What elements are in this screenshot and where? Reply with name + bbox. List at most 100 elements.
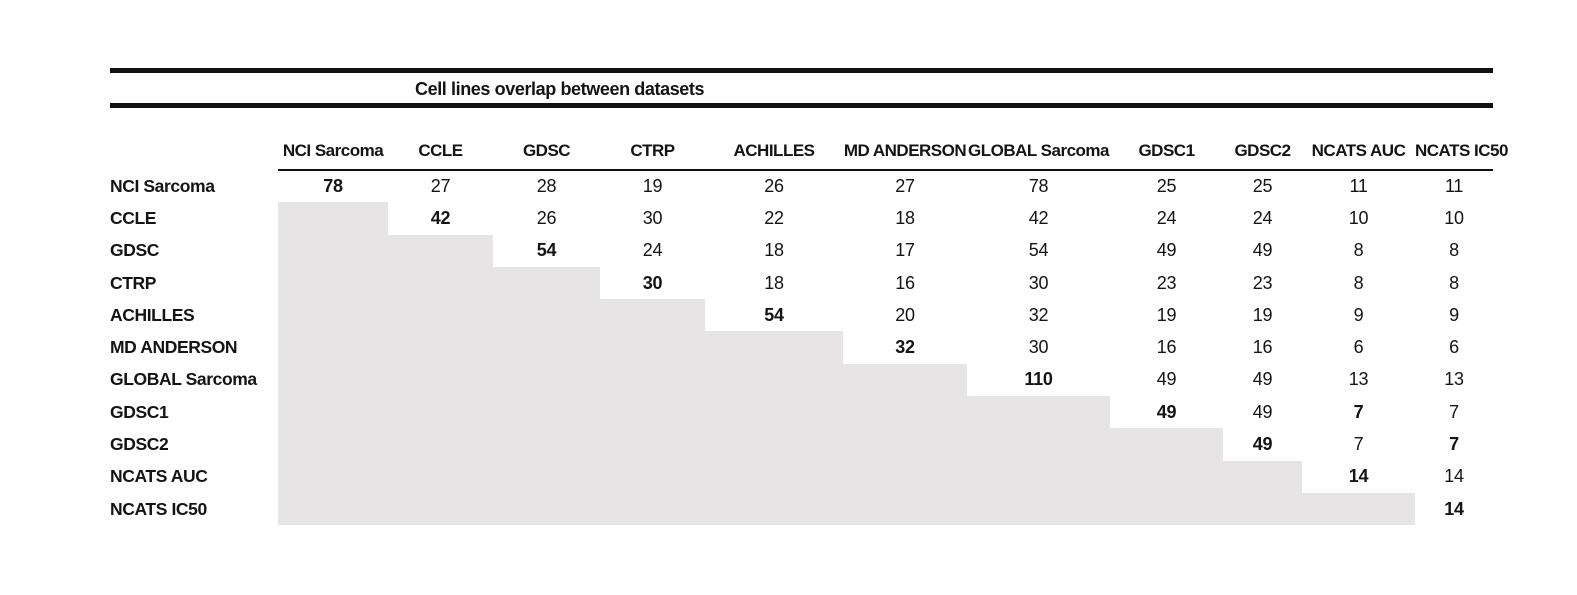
shaded-cell [278, 492, 388, 526]
matrix-cell: 49 [1156, 240, 1177, 261]
matrix-cell: 30 [642, 207, 663, 228]
matrix-cell: 54 [1028, 240, 1049, 261]
matrix-cell: 28 [536, 176, 557, 197]
matrix-cell: 16 [1156, 337, 1177, 358]
diagonal-cell: 32 [895, 337, 915, 358]
row-label: CCLE [110, 207, 157, 228]
table-row: GLOBAL Sarcoma 110 49 49 13 13 [110, 363, 1493, 397]
matrix-cell: 8 [1449, 240, 1459, 261]
shaded-cell [1223, 460, 1302, 493]
shaded-cell [493, 396, 600, 429]
shaded-cell [388, 299, 493, 332]
shaded-cell [705, 460, 843, 493]
shaded-cell [1110, 460, 1223, 493]
matrix-cell: 49 [1252, 401, 1273, 422]
column-header: GDSC [493, 133, 600, 171]
shaded-cell [388, 396, 493, 429]
column-header: GLOBAL Sarcoma [967, 133, 1110, 171]
matrix-cell: 8 [1353, 272, 1364, 293]
diagonal-cell: 54 [764, 304, 784, 325]
column-header: GDSC1 [1110, 133, 1223, 171]
row-label: NCATS AUC [110, 466, 208, 487]
shaded-cell [388, 363, 493, 397]
matrix-cell: 17 [895, 240, 915, 261]
table-row: NCI Sarcoma 78 27 28 19 26 27 78 25 25 11 11 [110, 170, 1493, 202]
shaded-cell [388, 460, 493, 493]
matrix-cell: 9 [1353, 304, 1364, 325]
shaded-cell [705, 428, 843, 461]
shaded-cell [1110, 492, 1223, 526]
matrix-cell: 49 [1252, 369, 1273, 390]
table-row: NCATS IC50 14 [110, 492, 1493, 526]
shaded-cell [278, 202, 388, 235]
shaded-cell [493, 299, 600, 332]
matrix-cell: 7 [1449, 401, 1459, 422]
table-row: CTRP 30 18 16 30 23 23 8 8 [110, 266, 1493, 300]
matrix-cell: 10 [1348, 207, 1369, 228]
row-label: GDSC [110, 240, 159, 261]
matrix-cell: 30 [1028, 272, 1049, 293]
shaded-cell [843, 396, 967, 429]
shaded-cell [600, 460, 705, 493]
matrix-cell: 27 [895, 176, 915, 197]
shaded-cell [493, 331, 600, 364]
table-row: MD ANDERSON 32 30 16 16 6 6 [110, 331, 1493, 364]
shaded-cell [705, 331, 843, 364]
matrix-cell: 9 [1449, 304, 1459, 325]
shaded-cell [967, 460, 1110, 493]
column-header: CTRP [600, 133, 705, 171]
shaded-cell [388, 428, 493, 461]
matrix-cell: 23 [1156, 272, 1177, 293]
shaded-cell [705, 396, 843, 429]
column-header: NCATS AUC [1302, 133, 1415, 171]
row-label: GDSC2 [110, 434, 169, 455]
matrix-cell: 19 [642, 176, 663, 197]
shaded-cell [388, 492, 493, 526]
shaded-cell [967, 492, 1110, 526]
column-header: MD ANDERSON [843, 133, 967, 171]
shaded-cell [278, 428, 388, 461]
matrix-cell: 13 [1444, 369, 1464, 390]
matrix-cell: 7 [1353, 401, 1364, 422]
matrix-cell: 49 [1252, 240, 1273, 261]
column-header: NCI Sarcoma [278, 133, 388, 171]
matrix-cell: 18 [764, 272, 784, 293]
table-row: GDSC2 49 7 7 [110, 428, 1493, 461]
shaded-cell [493, 266, 600, 300]
table-row: CCLE 42 26 30 22 18 42 24 24 10 10 [110, 202, 1493, 235]
shaded-cell [388, 234, 493, 267]
matrix-cell: 22 [764, 207, 784, 228]
shaded-cell [967, 428, 1110, 461]
matrix-cell: 49 [1156, 369, 1177, 390]
shaded-cell [493, 363, 600, 397]
shaded-cell [600, 299, 705, 332]
shaded-cell [843, 460, 967, 493]
column-header-row: NCI Sarcoma CCLE GDSC CTRP ACHILLES MD ANDERS… [110, 133, 1508, 171]
table-title: Cell lines overlap between datasets [415, 79, 705, 99]
shaded-cell [967, 396, 1110, 429]
shaded-cell [1110, 428, 1223, 461]
diagonal-cell: 49 [1252, 434, 1273, 455]
matrix-cell: 25 [1252, 176, 1273, 197]
shaded-cell [278, 331, 388, 364]
shaded-cell [600, 396, 705, 429]
matrix-body: NCI Sarcoma 78 27 28 19 26 27 78 25 25 11 11 CCLE 42 2… [110, 170, 1493, 526]
shaded-cell [705, 363, 843, 397]
shaded-cell [278, 363, 388, 397]
matrix-cell: 7 [1353, 434, 1364, 455]
table-row: NCATS AUC 14 14 [110, 460, 1493, 493]
matrix-cell: 20 [895, 304, 915, 325]
shaded-cell [388, 266, 493, 300]
matrix-cell: 11 [1349, 176, 1368, 197]
matrix-cell: 24 [642, 240, 663, 261]
shaded-cell [278, 266, 388, 300]
matrix-cell: 18 [895, 207, 915, 228]
shaded-cell [493, 492, 600, 526]
matrix-cell: 18 [764, 240, 784, 261]
matrix-cell: 14 [1444, 466, 1464, 487]
shaded-cell [1223, 492, 1302, 526]
row-label: GLOBAL Sarcoma [110, 369, 257, 390]
matrix-cell: 32 [1028, 304, 1049, 325]
column-header: ACHILLES [705, 133, 843, 171]
diagonal-cell: 54 [536, 240, 557, 261]
